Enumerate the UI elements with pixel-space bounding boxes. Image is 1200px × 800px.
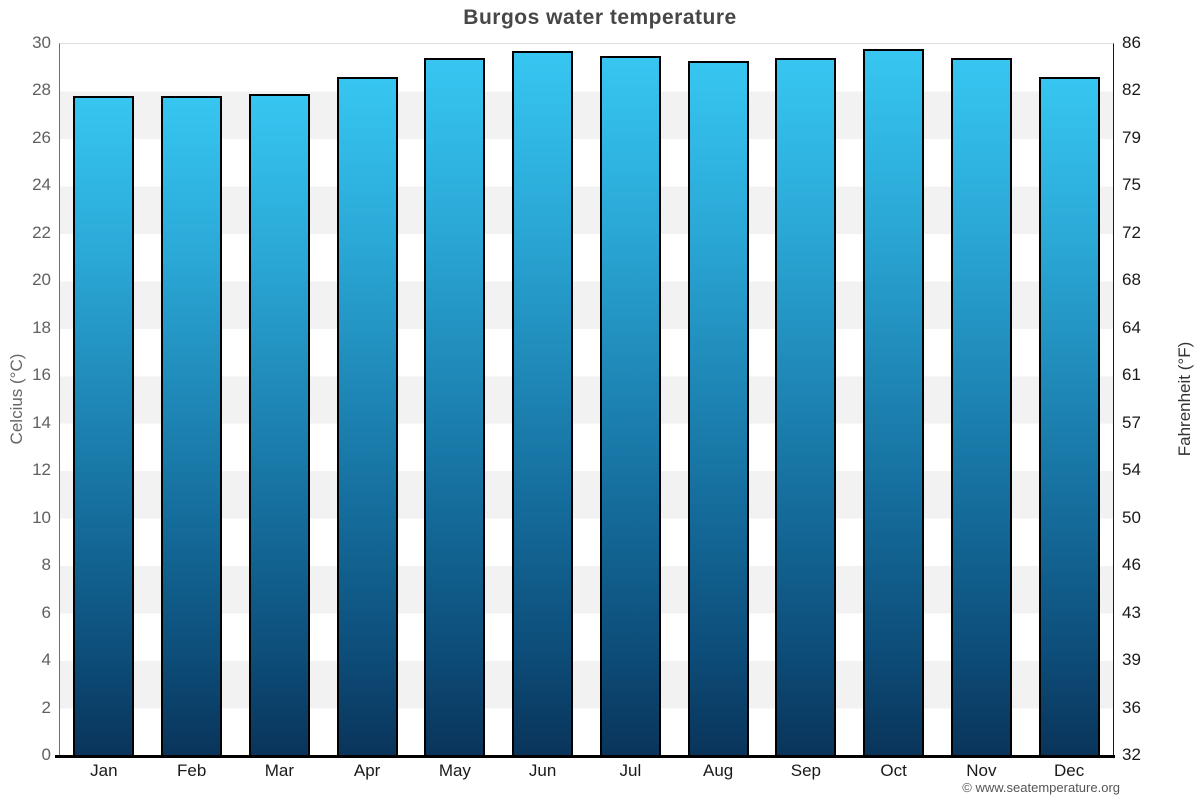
y-tick-fahrenheit: 75 [1122,175,1141,195]
y-tick-celsius: 26 [32,127,51,147]
y-tick-celsius: 4 [41,650,51,670]
bar-jan[interactable] [73,96,135,756]
y-tick-fahrenheit: 39 [1122,650,1141,670]
x-tick-feb: Feb [176,761,207,780]
y-tick-celsius: 20 [32,270,51,290]
y-tick-celsius: 30 [32,33,51,52]
bar-apr[interactable] [336,77,398,756]
bar-aug[interactable] [687,60,749,756]
x-tick-dec: Dec [1054,761,1085,780]
bar-mar[interactable] [248,93,310,756]
x-axis-line [55,755,1115,758]
x-tick-oct: Oct [880,761,907,780]
y-tick-celsius: 2 [41,697,51,717]
x-tick-may: May [438,761,471,780]
y-tick-celsius: 22 [32,222,51,242]
x-tick-jul: Jul [619,761,642,780]
y-tick-fahrenheit: 32 [1122,745,1141,764]
y-tick-fahrenheit: 79 [1122,127,1141,147]
copyright-text: © www.seatemperature.org [962,780,1120,795]
y-tick-fahrenheit: 54 [1122,460,1141,480]
y-tick-celsius: 0 [41,745,51,764]
x-tick-aug: Aug [703,761,734,780]
y-tick-fahrenheit: 57 [1122,412,1141,432]
x-tick-nov: Nov [966,761,997,780]
plot-area [59,43,1114,756]
x-tick-jan: Jan [90,761,118,780]
chart-title: Burgos water temperature [463,6,737,29]
bar-sep[interactable] [775,58,837,756]
x-tick-mar: Mar [264,761,295,780]
y-tick-fahrenheit: 68 [1122,270,1141,290]
y-tick-fahrenheit: 82 [1122,80,1141,100]
bar-may[interactable] [424,58,486,756]
y-tick-fahrenheit: 50 [1122,507,1141,527]
y-tick-fahrenheit: 72 [1122,222,1141,242]
bar-oct[interactable] [863,48,925,756]
y-tick-celsius: 28 [32,80,51,100]
x-tick-apr: Apr [353,761,381,780]
y-tick-celsius: 10 [32,507,51,527]
y-tick-celsius: 18 [32,317,51,337]
y-tick-celsius: 6 [41,602,51,622]
y-tick-fahrenheit: 36 [1122,697,1141,717]
bar-feb[interactable] [161,96,223,756]
y-tick-celsius: 14 [32,412,51,432]
y-tick-celsius: 16 [32,365,51,385]
bar-dec[interactable] [1038,77,1100,756]
y-tick-fahrenheit: 43 [1122,602,1141,622]
x-tick-sep: Sep [790,761,821,780]
bar-jun[interactable] [512,51,574,756]
bar-jul[interactable] [599,55,661,756]
y-axis-title-fahrenheit: Fahrenheit (°F) [1175,341,1194,457]
x-tick-jun: Jun [528,761,557,780]
y-tick-fahrenheit: 64 [1122,317,1141,337]
y-tick-fahrenheit: 46 [1122,555,1141,575]
y-tick-celsius: 8 [41,555,51,575]
y-tick-celsius: 24 [32,175,51,195]
y-tick-fahrenheit: 61 [1122,365,1141,385]
bar-nov[interactable] [950,58,1012,756]
y-tick-celsius: 12 [32,460,51,480]
y-tick-fahrenheit: 86 [1122,33,1141,52]
